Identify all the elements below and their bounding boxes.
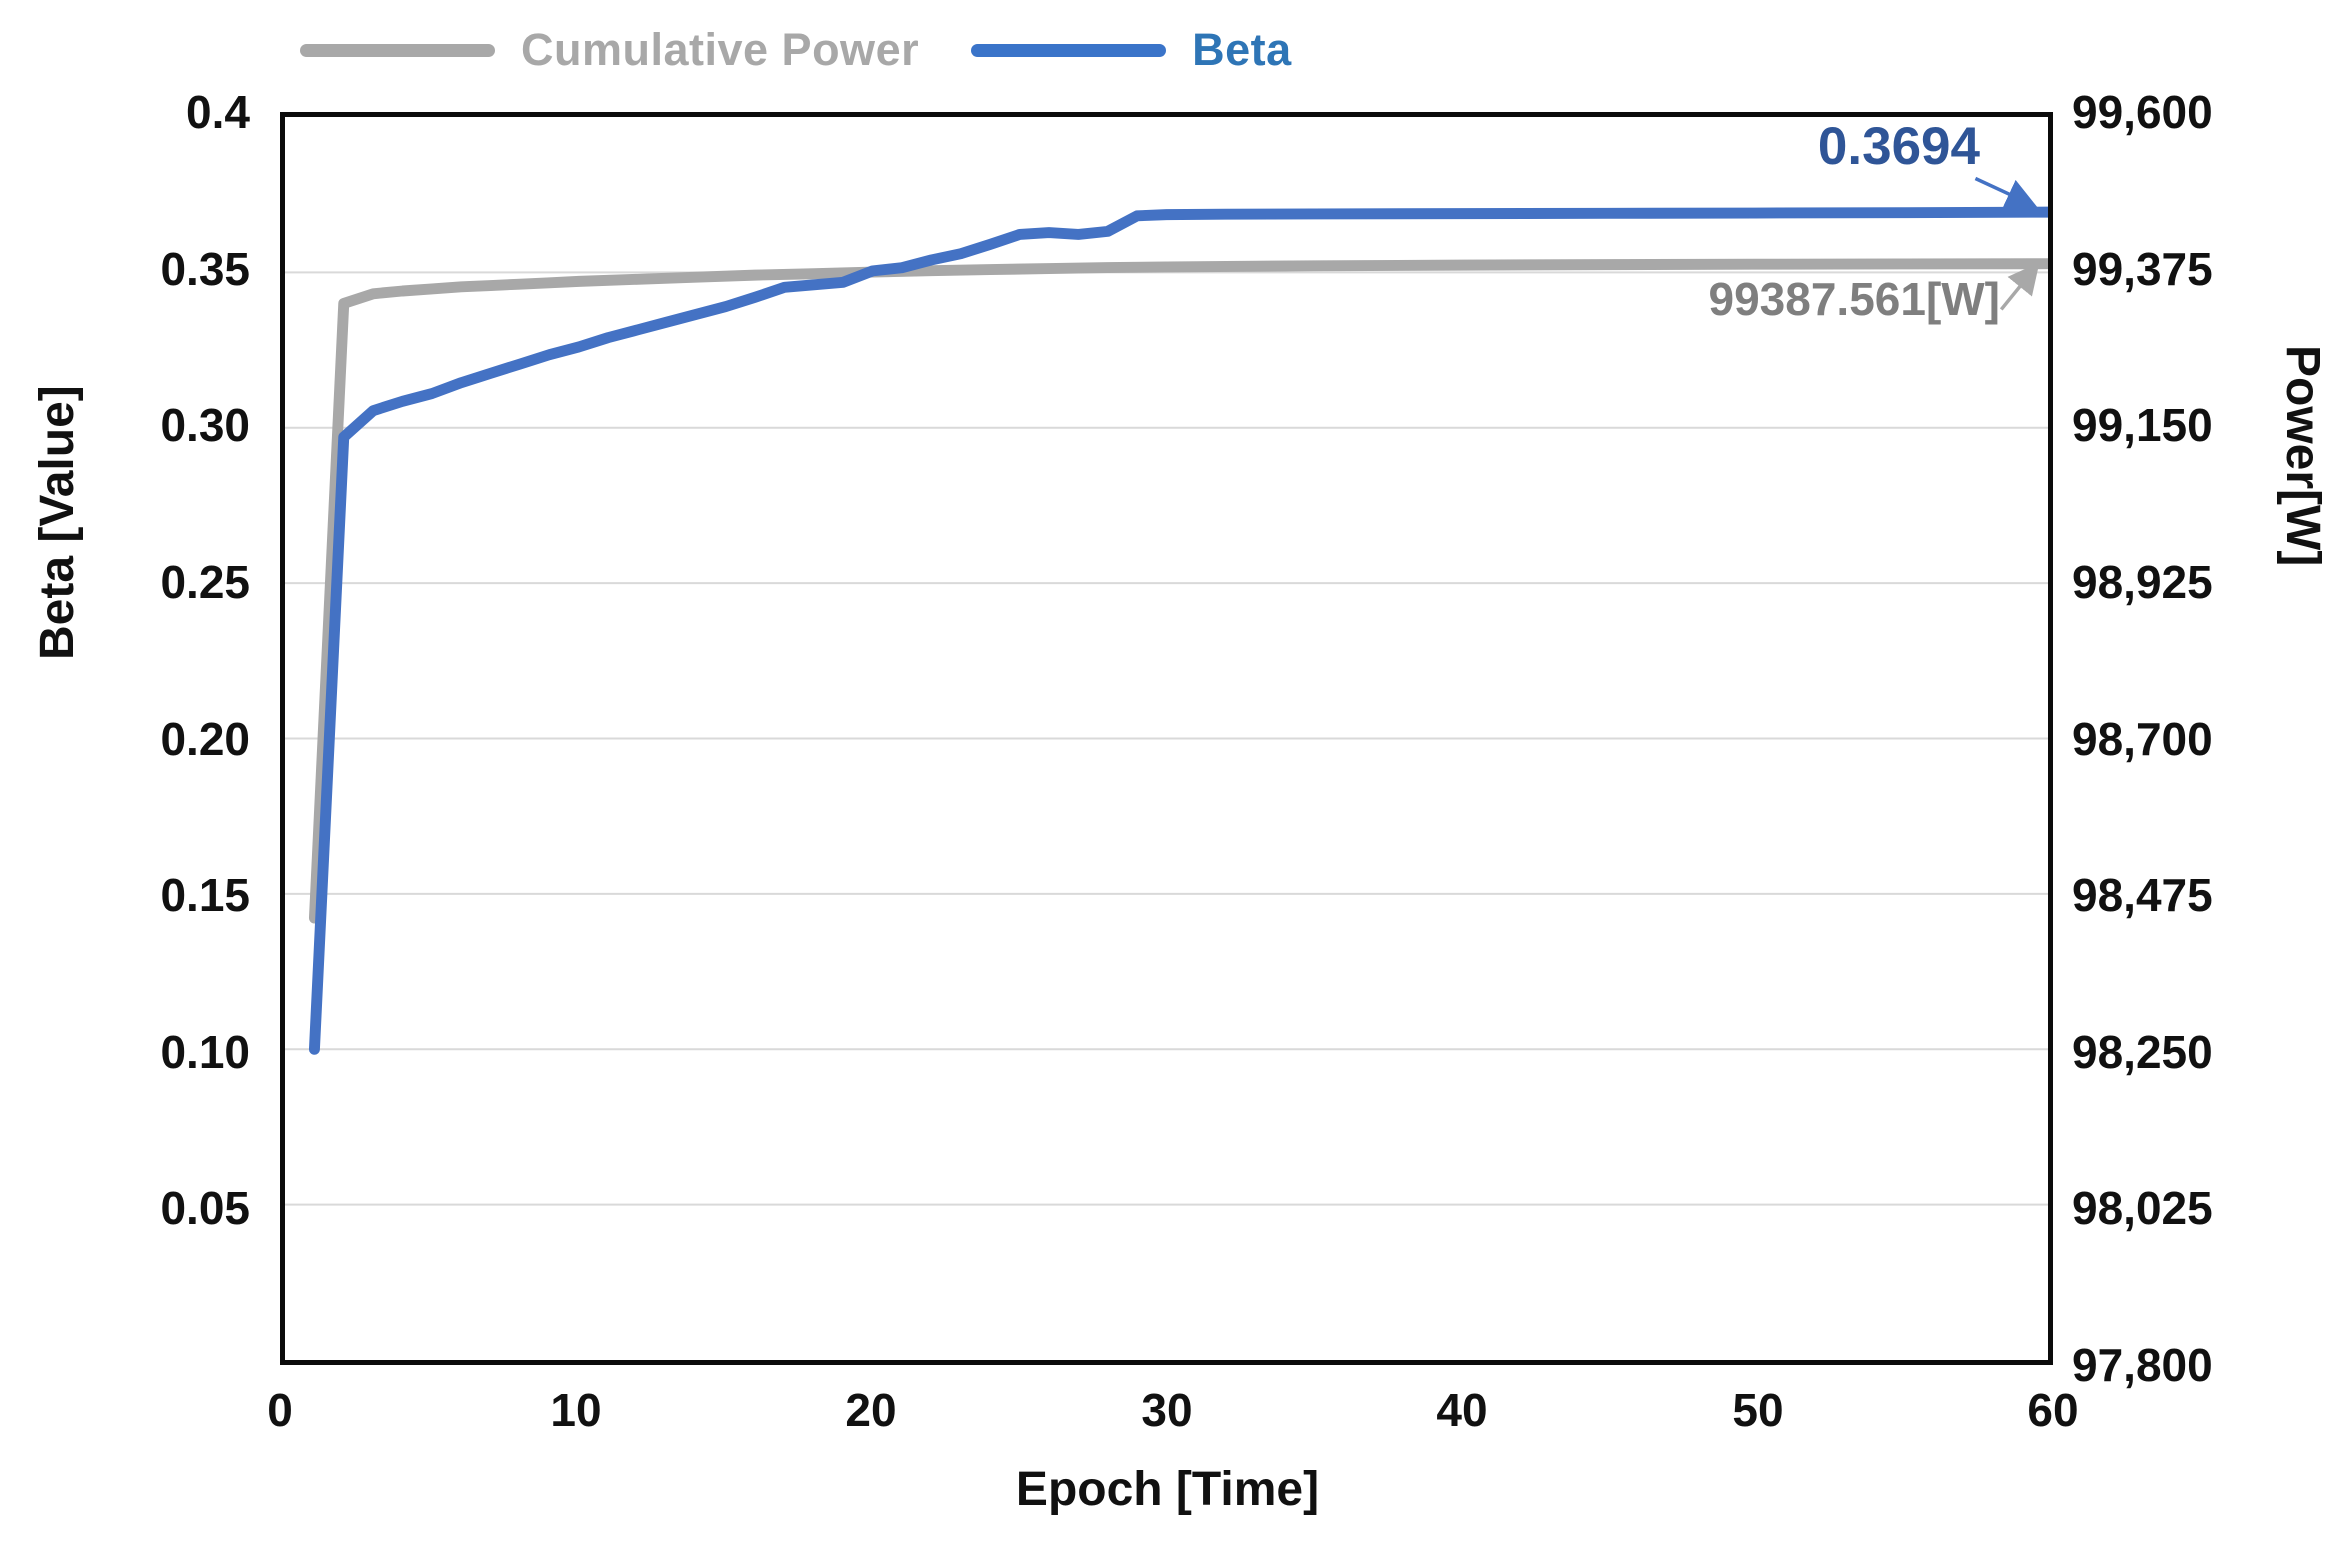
right-axis-tick-label: 98,475 bbox=[2072, 869, 2213, 921]
left-axis-tick-label: 0.05 bbox=[160, 1182, 250, 1234]
x-axis-title: Epoch [Time] bbox=[1015, 1463, 1320, 1516]
legend-label-cumulative-power: Cumulative Power bbox=[521, 24, 920, 75]
right-axis-tick-label: 99,600 bbox=[2072, 86, 2213, 138]
legend-item-beta: Beta bbox=[971, 24, 1292, 76]
right-axis-tick-label: 99,150 bbox=[2072, 399, 2213, 451]
right-axis-title: Power[W] bbox=[2276, 345, 2329, 567]
legend-label-beta: Beta bbox=[1192, 24, 1292, 75]
legend: Cumulative Power Beta bbox=[300, 24, 1292, 76]
x-axis-tick-label: 10 bbox=[550, 1384, 602, 1436]
cumulative-power-final-value-label: 99387.561[W] bbox=[1708, 273, 2001, 325]
cumulative-power-line-swatch bbox=[300, 43, 495, 57]
chart-plot-svg bbox=[285, 176, 2048, 1206]
left-axis-tick-label: 0.10 bbox=[160, 1026, 250, 1078]
right-axis-tick-label: 98,700 bbox=[2072, 713, 2213, 765]
left-axis-tick-label: 0.30 bbox=[160, 399, 250, 451]
series-line-beta bbox=[308, 206, 2048, 1055]
plot-area bbox=[280, 112, 2053, 1365]
x-axis-tick-label: 40 bbox=[1436, 1384, 1488, 1436]
right-axis-tick-label: 97,800 bbox=[2072, 1339, 2213, 1391]
right-axis-tick-label: 98,025 bbox=[2072, 1182, 2213, 1234]
left-axis-tick-label: 0.25 bbox=[160, 556, 250, 608]
x-axis-tick-label: 20 bbox=[845, 1384, 897, 1436]
power-annotation-arrow bbox=[1999, 262, 2040, 311]
x-axis-tick-label: 50 bbox=[1732, 1384, 1784, 1436]
right-axis-tick-label: 98,250 bbox=[2072, 1026, 2213, 1078]
x-axis-tick-label: 60 bbox=[2027, 1384, 2079, 1436]
beta-line-swatch bbox=[971, 43, 1167, 57]
series-lines bbox=[308, 206, 2048, 1055]
beta-final-value-label: 0.3694 bbox=[1817, 117, 1980, 176]
right-axis-tick-label: 99,375 bbox=[2072, 243, 2213, 295]
x-axis-tick-label: 30 bbox=[1141, 1384, 1193, 1436]
x-axis-tick-label: 0 bbox=[267, 1384, 293, 1436]
series-line-cumulative-power bbox=[308, 258, 2048, 924]
legend-item-cumulative-power: Cumulative Power bbox=[300, 24, 919, 76]
left-axis-tick-label: 0.15 bbox=[160, 869, 250, 921]
left-axis-tick-label: 0.4 bbox=[186, 86, 250, 138]
left-axis-tick-label: 0.20 bbox=[160, 713, 250, 765]
left-axis-title: Beta [Value] bbox=[31, 385, 84, 660]
left-axis-tick-label: 0.35 bbox=[160, 243, 250, 295]
beta-annotation-arrow bbox=[1974, 176, 2038, 209]
gridlines bbox=[285, 271, 2048, 1206]
right-axis-tick-label: 98,925 bbox=[2072, 556, 2213, 608]
